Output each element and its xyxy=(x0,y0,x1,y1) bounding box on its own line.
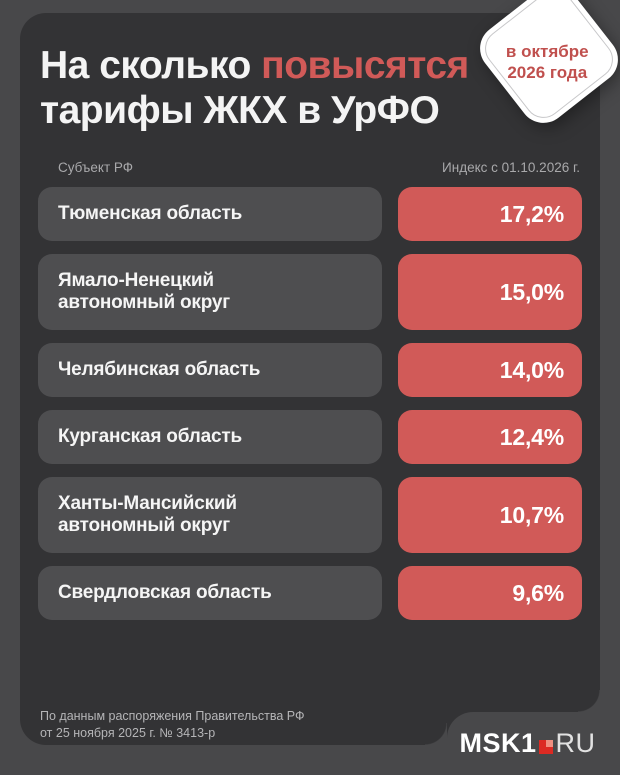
source-note: По данным распоряжения Правительства РФ … xyxy=(40,708,304,742)
badge-line-1: в октябре xyxy=(505,42,589,61)
index-value: 12,4% xyxy=(398,410,582,464)
region-label: Курганская область xyxy=(38,410,382,464)
notch-fillet-right xyxy=(578,690,600,712)
column-headers: Субъект РФ Индекс с 01.10.2026 г. xyxy=(58,160,580,175)
logo-corner-notch: MSK1 RU xyxy=(447,712,620,775)
region-label: Свердловская область xyxy=(38,566,382,620)
page-title: На сколько повысятся тарифы ЖКХ в УрФО xyxy=(40,43,582,133)
table-row: Челябинская область 14,0% xyxy=(38,343,582,397)
badge-line-2: 2026 года xyxy=(507,62,587,82)
logo-red-square-icon xyxy=(538,739,553,754)
table-row: Ямало-Ненецкий автономный округ 15,0% xyxy=(38,254,582,330)
table-row: Ханты-Мансийский автономный округ 10,7% xyxy=(38,477,582,553)
region-label: Ханты-Мансийский автономный округ xyxy=(38,477,382,553)
table-row: Тюменская область 17,2% xyxy=(38,187,582,241)
index-value: 17,2% xyxy=(398,187,582,241)
logo-msk1-text: MSK1 xyxy=(459,728,537,758)
region-label: Челябинская область xyxy=(38,343,382,397)
index-value: 14,0% xyxy=(398,343,582,397)
title-accent-part: повысятся xyxy=(261,44,469,87)
index-value: 9,6% xyxy=(398,566,582,620)
index-value: 10,7% xyxy=(398,477,582,553)
column-header-index: Индекс с 01.10.2026 г. xyxy=(442,160,580,175)
badge-text: в октябре 2026 года xyxy=(506,41,589,83)
table-row: Свердловская область 9,6% xyxy=(38,566,582,620)
main-panel: На сколько повысятся тарифы ЖКХ в УрФО С… xyxy=(20,13,600,745)
table-row: Курганская область 12,4% xyxy=(38,410,582,464)
logo-red-square-highlight xyxy=(545,739,553,747)
source-line-2: от 25 ноября 2025 г. № 3413-р xyxy=(40,726,216,740)
title-white-part: На сколько xyxy=(40,44,262,87)
title-line-2: тарифы ЖКХ в УрФО xyxy=(40,89,440,132)
region-label: Ямало-Ненецкий автономный округ xyxy=(38,254,382,330)
column-header-region: Субъект РФ xyxy=(58,160,133,175)
msk1ru-logo: MSK1 RU xyxy=(459,728,595,759)
tariff-table: Тюменская область 17,2% Ямало-Ненецкий а… xyxy=(38,187,582,620)
title-line-1: На сколько повысятся xyxy=(40,43,582,88)
logo-ru-text: RU xyxy=(555,728,596,758)
region-label: Тюменская область xyxy=(38,187,382,241)
source-line-1: По данным распоряжения Правительства РФ xyxy=(40,709,305,723)
notch-fillet-bottom xyxy=(425,723,447,745)
index-value: 15,0% xyxy=(398,254,582,330)
